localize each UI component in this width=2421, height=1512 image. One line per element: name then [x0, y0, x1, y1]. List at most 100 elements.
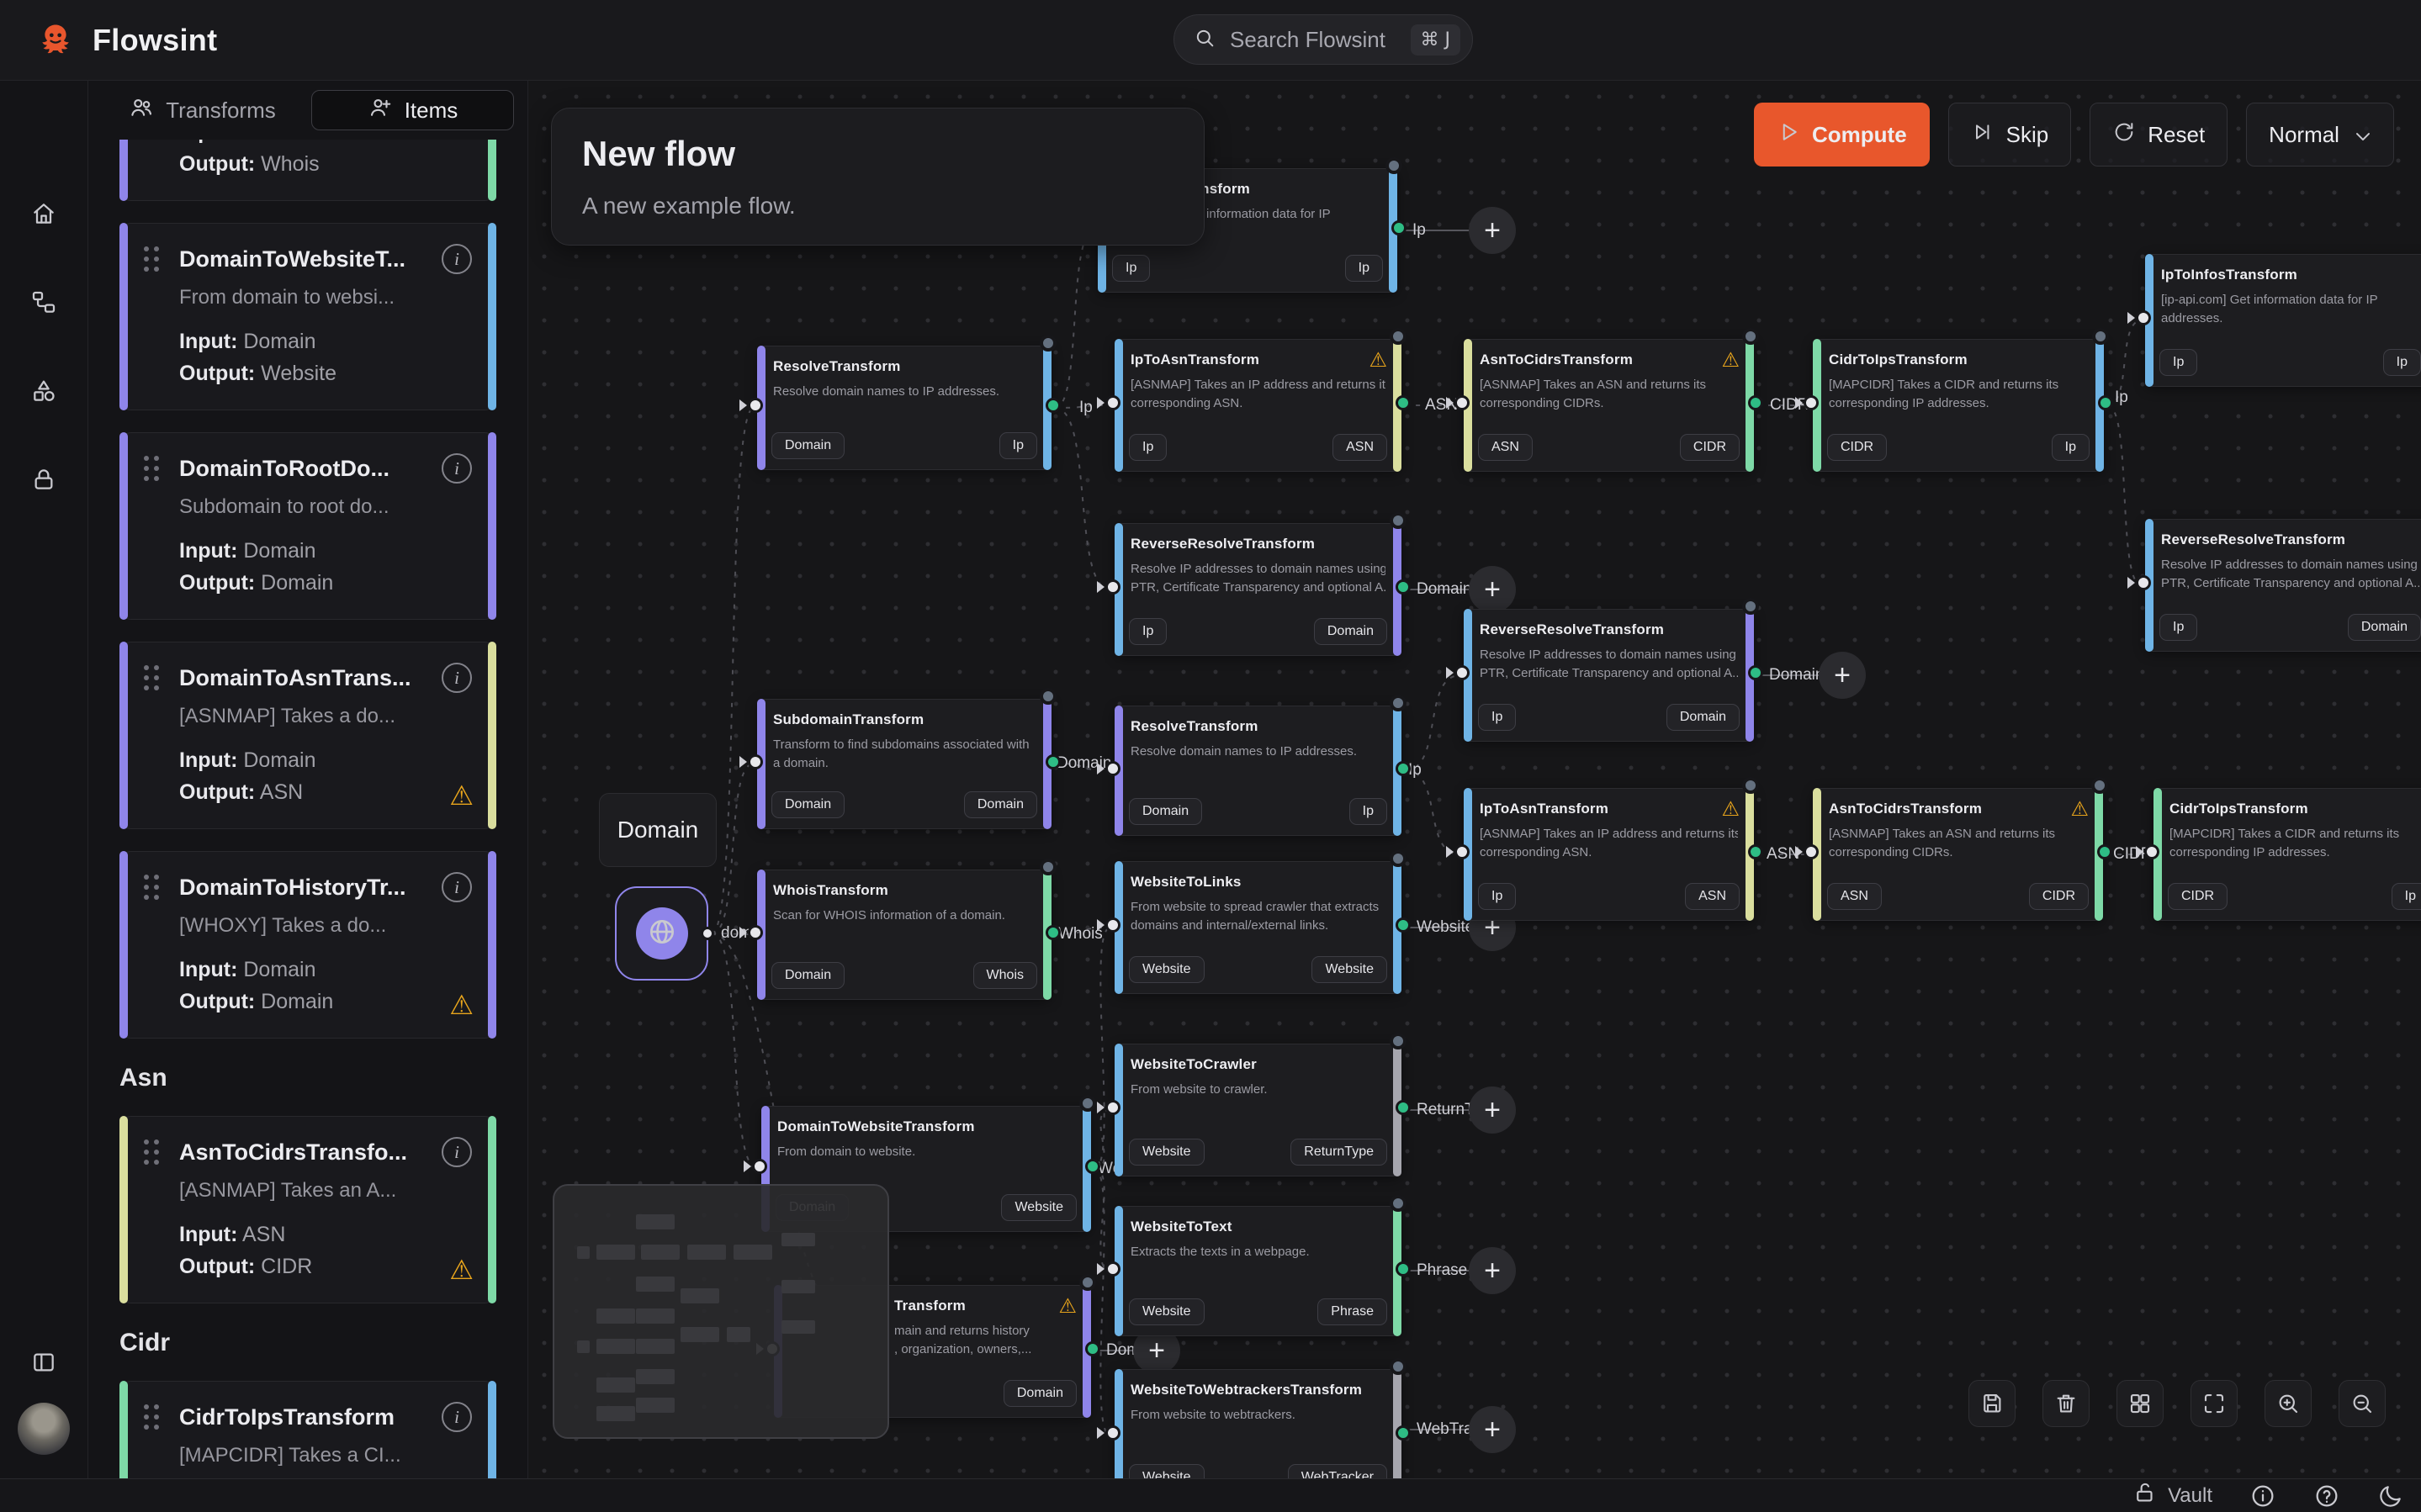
flow-node-reverse-resolve-1[interactable]: ReverseResolveTransform Resolve IP addres…	[1097, 512, 1411, 656]
item-node-domain[interactable]	[615, 886, 714, 981]
node-output-handle[interactable]	[1396, 395, 1411, 410]
node-input-handle[interactable]	[1446, 665, 1470, 680]
node-output-handle[interactable]	[2097, 844, 2112, 859]
node-top-handle[interactable]	[1390, 1195, 1407, 1212]
help-icon[interactable]	[2313, 1483, 2340, 1509]
node-top-handle[interactable]	[1742, 777, 1759, 794]
add-node-button[interactable]: +	[1469, 207, 1516, 254]
rail-item-home[interactable]	[20, 190, 67, 237]
node-input-handle[interactable]	[1097, 917, 1120, 933]
info-icon[interactable]: i	[442, 244, 472, 274]
node-top-handle[interactable]	[1040, 859, 1057, 875]
flow-node-ip-to-asn-2[interactable]: IpToAsnTransform [ASNMAP] Takes an IP add…	[1446, 777, 1763, 921]
flow-node-reverse-resolve-2[interactable]: ReverseResolveTransform Resolve IP addres…	[1446, 598, 1763, 742]
node-input-handle[interactable]	[1446, 395, 1470, 410]
node-top-handle[interactable]	[1040, 335, 1057, 352]
reset-button[interactable]: Reset	[2090, 103, 2228, 167]
drag-handle-icon[interactable]	[144, 246, 162, 272]
node-input-handle[interactable]	[739, 753, 763, 769]
node-output-handle[interactable]	[1396, 1100, 1411, 1115]
add-node-button[interactable]: +	[1469, 1086, 1516, 1134]
rail-item-flows[interactable]	[20, 279, 67, 326]
node-top-handle[interactable]	[2091, 777, 2108, 794]
node-input-handle[interactable]	[1446, 844, 1470, 859]
skip-button[interactable]: Skip	[1947, 103, 2072, 167]
search-input[interactable]: Search Flowsint ⌘ J	[1173, 14, 1473, 65]
node-top-handle[interactable]	[1742, 598, 1759, 615]
save-button[interactable]	[1968, 1380, 2016, 1427]
transform-card[interactable]: DomainToWebsiteT... i From domain to websi…	[119, 223, 496, 410]
rail-item-lock[interactable]	[20, 456, 67, 503]
flow-node-cidr-to-ips-2[interactable]: CidrToIpsTransform [MAPCIDR] Takes a CIDR…	[2136, 788, 2421, 921]
info-icon[interactable]: i	[442, 663, 472, 693]
node-output-handle[interactable]	[1748, 665, 1763, 680]
drag-handle-icon[interactable]	[144, 665, 162, 690]
node-top-handle[interactable]	[1079, 1274, 1096, 1291]
transform-card[interactable]: AsnToCidrsTransfo... i [ASNMAP] Takes an A…	[119, 1116, 496, 1303]
node-top-handle[interactable]	[1079, 1095, 1096, 1112]
node-output-handle[interactable]	[1396, 1425, 1411, 1441]
flow-node-ip-to-asn-1[interactable]: IpToAsnTransform [ASNMAP] Takes an IP add…	[1097, 328, 1411, 472]
node-input-handle[interactable]	[1097, 579, 1120, 595]
compute-button[interactable]: Compute	[1754, 103, 1930, 167]
add-node-button[interactable]: +	[1469, 566, 1516, 613]
flow-node-resolve-1[interactable]: ResolveTransform Resolve domain names to …	[739, 335, 1061, 470]
node-input-handle[interactable]	[744, 1159, 767, 1174]
vault-button[interactable]: Vault	[2132, 1480, 2212, 1511]
node-output-handle[interactable]	[1046, 398, 1061, 413]
node-top-handle[interactable]	[1390, 850, 1407, 867]
add-node-button[interactable]: +	[1469, 1406, 1516, 1453]
transform-card[interactable]: DomainToAsnTrans... i [ASNMAP] Takes a do.…	[119, 642, 496, 829]
node-top-handle[interactable]	[1742, 328, 1759, 345]
node-output-handle[interactable]	[1085, 1159, 1100, 1174]
mode-select[interactable]: Normal	[2246, 103, 2394, 167]
transform-card[interactable]: Input: Domain Output: Whois	[119, 140, 496, 201]
node-top-handle[interactable]	[1040, 688, 1057, 705]
drag-handle-icon[interactable]	[144, 1139, 162, 1165]
drag-handle-icon[interactable]	[144, 1404, 162, 1430]
node-input-handle[interactable]	[1795, 844, 1819, 859]
node-output-handle[interactable]	[1396, 1261, 1411, 1277]
zoom-in-button[interactable]	[2265, 1380, 2312, 1427]
flow-node-website-to-links[interactable]: WebsiteToLinks From website to spread cra…	[1097, 850, 1411, 994]
avatar[interactable]	[18, 1403, 70, 1455]
flow-node-asn-to-cidrs-2[interactable]: AsnToCidrsTransform [ASNMAP] Takes an ASN…	[1795, 777, 2112, 921]
node-input-handle[interactable]	[2127, 575, 2151, 590]
add-node-button[interactable]: +	[1469, 1247, 1516, 1294]
zoom-out-button[interactable]	[2339, 1380, 2386, 1427]
node-input-handle[interactable]	[1795, 395, 1819, 410]
rail-item-shapes[interactable]	[20, 367, 67, 415]
node-output-handle[interactable]	[1085, 1341, 1100, 1356]
flow-node-website-to-text[interactable]: WebsiteToText Extracts the texts in a web…	[1097, 1195, 1411, 1336]
flow-node-reverse-resolve-3[interactable]: ReverseResolveTransform Resolve IP addres…	[2127, 519, 2421, 652]
delete-button[interactable]	[2042, 1380, 2090, 1427]
info-icon[interactable]: i	[442, 1137, 472, 1167]
node-top-handle[interactable]	[1390, 1033, 1407, 1049]
flow-canvas[interactable]: IpASNCIDRIpDomainIpASNCIDRWhoisWebsitedo…	[528, 81, 2421, 1478]
transform-card[interactable]: DomainToHistoryTr... i [WHOXY] Takes a do.…	[119, 851, 496, 1039]
transform-card[interactable]: CidrToIpsTransform i [MAPCIDR] Takes a CI.…	[119, 1381, 496, 1478]
node-top-handle[interactable]	[2092, 328, 2109, 345]
flow-node-subdomain[interactable]: SubdomainTransform Transform to find subd…	[739, 688, 1061, 829]
flow-node-cidr-to-ips-1[interactable]: CidrToIpsTransform [MAPCIDR] Takes a CIDR…	[1795, 328, 2113, 472]
transform-card[interactable]: DomainToRootDo... i Subdomain to root do..…	[119, 432, 496, 620]
node-output-handle[interactable]	[2098, 395, 2113, 410]
flow-node-website-to-webtrackers[interactable]: WebsiteToWebtrackersTransform From websit…	[1097, 1358, 1411, 1478]
node-top-handle[interactable]	[1390, 512, 1407, 529]
item-node-label[interactable]: Domain	[599, 793, 717, 867]
node-output-handle[interactable]	[1396, 579, 1411, 595]
node-output-handle[interactable]	[1748, 395, 1763, 410]
node-output-handle[interactable]	[1391, 220, 1407, 235]
node-output-handle[interactable]	[1396, 760, 1411, 776]
info-icon[interactable]: i	[442, 453, 472, 484]
info-icon[interactable]: i	[442, 1402, 472, 1432]
info-icon[interactable]: i	[442, 872, 472, 902]
node-input-handle[interactable]	[2127, 310, 2151, 325]
node-input-handle[interactable]	[1097, 1261, 1120, 1277]
node-output-handle[interactable]	[1748, 844, 1763, 859]
minimap[interactable]	[553, 1184, 889, 1439]
flow-node-ip-to-infos-right[interactable]: IpToInfosTransform [ip-api.com] Get infor…	[2127, 254, 2421, 387]
node-output-handle[interactable]	[1396, 917, 1411, 933]
node-input-handle[interactable]	[1097, 1100, 1120, 1115]
node-top-handle[interactable]	[1390, 695, 1407, 711]
